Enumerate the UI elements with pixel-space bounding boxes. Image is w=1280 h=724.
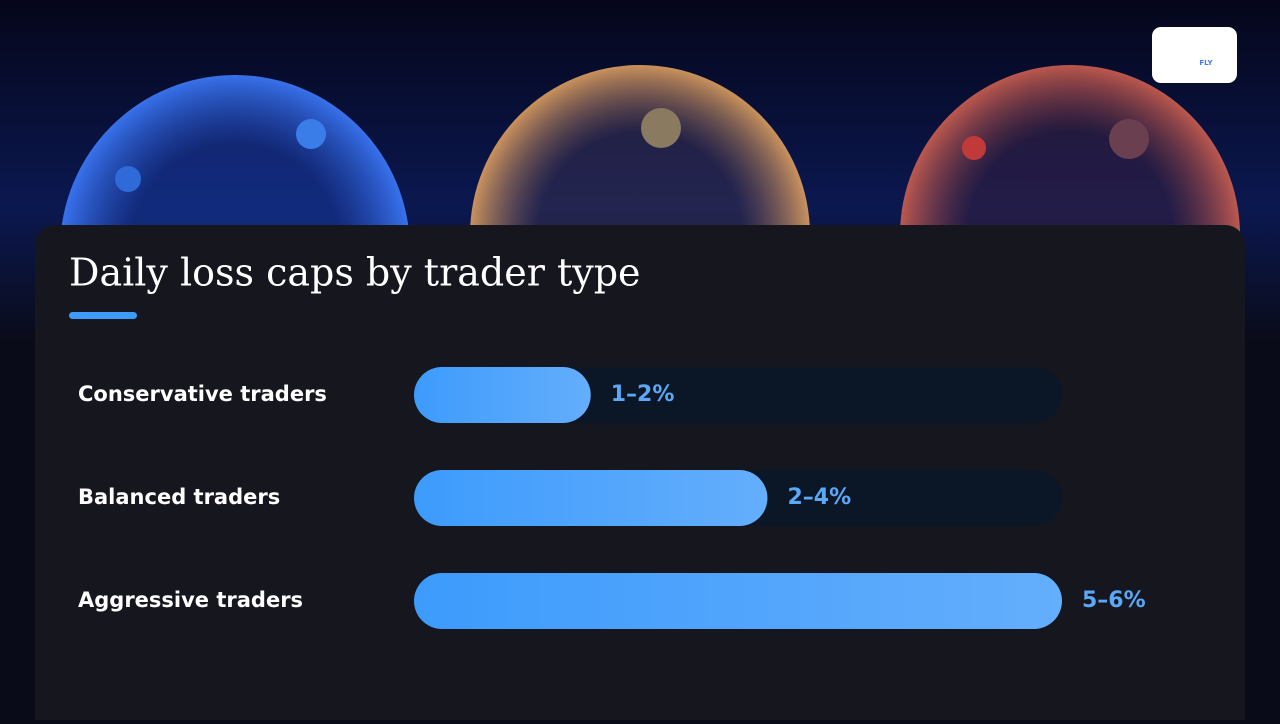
logo (1152, 27, 1237, 83)
title-underline (69, 312, 137, 319)
plot: Conservative traders 1–2% Balanced traders… (78, 367, 1146, 629)
bar (414, 470, 768, 526)
chart-title: Daily loss caps by trader type (69, 251, 641, 295)
bar (414, 367, 591, 423)
bar (414, 573, 1062, 629)
category-label: Conservative traders (78, 382, 327, 406)
category-label: Aggressive traders (78, 588, 303, 612)
decor-orb (296, 119, 326, 149)
decor-orb (1109, 119, 1149, 159)
decor-orb (962, 136, 986, 160)
value-label: 2–4% (787, 485, 851, 510)
value-label: 5–6% (1082, 588, 1146, 613)
decor-orb (641, 108, 681, 148)
value-label: 1–2% (611, 382, 675, 407)
category-label: Balanced traders (78, 485, 280, 509)
decor-orb (115, 166, 141, 192)
logo-text: FLY (1199, 59, 1213, 67)
